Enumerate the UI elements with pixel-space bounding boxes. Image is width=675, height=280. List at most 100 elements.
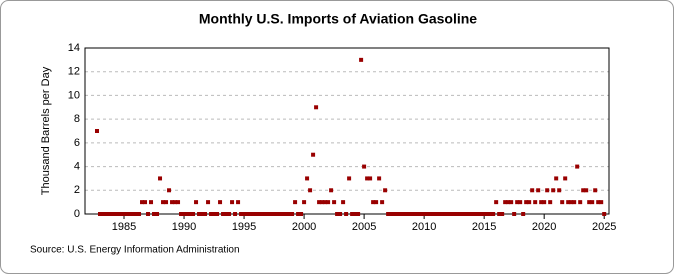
- point: [167, 188, 172, 193]
- point: [488, 212, 493, 216]
- point: [368, 176, 373, 181]
- y-tick-label: 10: [68, 89, 80, 101]
- point: [161, 200, 166, 205]
- point: [203, 212, 208, 216]
- point: [392, 212, 397, 216]
- x-tick-label: 2015: [472, 221, 496, 233]
- point: [278, 212, 283, 216]
- point: [530, 188, 535, 193]
- point: [341, 200, 346, 205]
- point: [524, 200, 529, 205]
- point: [410, 212, 415, 216]
- point: [350, 212, 355, 216]
- point: [356, 212, 361, 216]
- point: [455, 212, 460, 216]
- point: [422, 212, 427, 216]
- chart-title: Monthly U.S. Imports of Aviation Gasolin…: [199, 11, 477, 27]
- point: [335, 212, 340, 216]
- point: [362, 164, 367, 169]
- point: [461, 212, 466, 216]
- point: [521, 212, 526, 216]
- point: [206, 200, 211, 205]
- point: [125, 212, 130, 216]
- point: [566, 200, 571, 205]
- point: [404, 212, 409, 216]
- point: [416, 212, 421, 216]
- point: [365, 176, 370, 181]
- y-tick-label: 0: [74, 208, 80, 220]
- point: [320, 200, 325, 205]
- point: [443, 212, 448, 216]
- point: [596, 200, 601, 205]
- point: [476, 212, 481, 216]
- point: [212, 212, 217, 216]
- point: [239, 212, 244, 216]
- point: [113, 212, 118, 216]
- point: [347, 176, 352, 181]
- point: [428, 212, 433, 216]
- point: [383, 188, 388, 193]
- point: [314, 105, 319, 110]
- y-tick-label: 14: [68, 42, 80, 54]
- point: [500, 212, 505, 216]
- point: [326, 200, 331, 205]
- point: [395, 212, 400, 216]
- point: [233, 212, 238, 216]
- point: [104, 212, 109, 216]
- point: [197, 212, 202, 216]
- point: [245, 212, 250, 216]
- point: [200, 212, 205, 216]
- point: [515, 200, 520, 205]
- point: [419, 212, 424, 216]
- point: [254, 212, 259, 216]
- point: [293, 200, 298, 205]
- point: [506, 200, 511, 205]
- x-tick-label: 1990: [172, 221, 196, 233]
- point: [284, 212, 289, 216]
- y-tick-label: 6: [74, 137, 80, 149]
- point: [563, 176, 568, 181]
- point: [173, 200, 178, 205]
- point: [242, 212, 247, 216]
- y-tick-label: 8: [74, 113, 80, 125]
- x-tick-label: 2005: [352, 221, 376, 233]
- point: [401, 212, 406, 216]
- point: [344, 212, 349, 216]
- point: [137, 212, 142, 216]
- point: [308, 188, 313, 193]
- x-tick-label: 2025: [592, 221, 616, 233]
- point: [590, 200, 595, 205]
- point: [266, 212, 271, 216]
- point: [179, 212, 184, 216]
- point: [257, 212, 262, 216]
- point: [209, 212, 214, 216]
- point: [377, 176, 382, 181]
- x-tick-label: 2000: [292, 221, 316, 233]
- point: [290, 212, 295, 216]
- point: [191, 212, 196, 216]
- point: [119, 212, 124, 216]
- point: [323, 200, 328, 205]
- x-tick-label: 1985: [112, 221, 136, 233]
- point: [467, 212, 472, 216]
- point: [311, 152, 316, 157]
- point: [260, 212, 265, 216]
- point: [470, 212, 475, 216]
- point: [497, 212, 502, 216]
- point: [236, 200, 241, 205]
- point: [572, 200, 577, 205]
- point: [554, 176, 559, 181]
- point: [374, 200, 379, 205]
- point: [146, 212, 151, 216]
- point: [539, 200, 544, 205]
- point: [95, 129, 100, 133]
- point: [542, 200, 547, 205]
- point: [536, 188, 541, 193]
- point: [398, 212, 403, 216]
- point: [188, 212, 193, 216]
- source-note: Source: U.S. Energy Information Administ…: [30, 245, 240, 256]
- point: [155, 212, 160, 216]
- point: [107, 212, 112, 216]
